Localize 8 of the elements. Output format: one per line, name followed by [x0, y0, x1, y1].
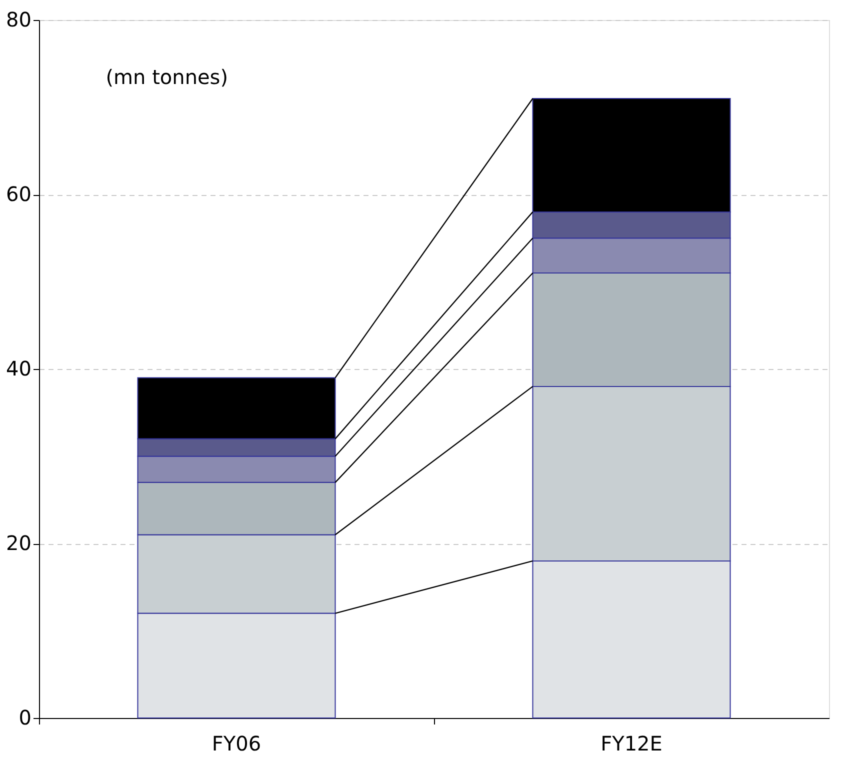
annotation: (mn tonnes) — [106, 65, 228, 89]
y-tick-label: 60 — [6, 182, 32, 206]
x-tick-label: FY06 — [212, 732, 262, 756]
x-tick-label: FY12E — [600, 732, 662, 756]
y-tick-label: 0 — [18, 706, 32, 730]
y-tick-label: 20 — [6, 531, 32, 555]
y-tick-label: 80 — [6, 8, 32, 32]
y-tick-label: 40 — [6, 356, 32, 380]
